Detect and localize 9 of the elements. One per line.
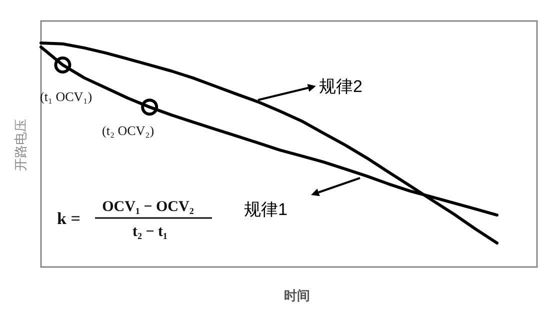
annotation: t₂ − t₁ [132, 224, 168, 240]
annotation: (t₁ OCV₁) [40, 89, 92, 104]
annotation: k = [57, 209, 80, 228]
annotation: OCV₁ − OCV₂ [102, 199, 194, 215]
x-axis-title: 时间 [284, 288, 310, 303]
y-axis-title: 开路电压 [13, 119, 28, 171]
annotation: (t₂ OCV₂) [102, 123, 154, 138]
legend-label: 规律2 [319, 77, 362, 96]
text: 规律1 [244, 200, 288, 219]
